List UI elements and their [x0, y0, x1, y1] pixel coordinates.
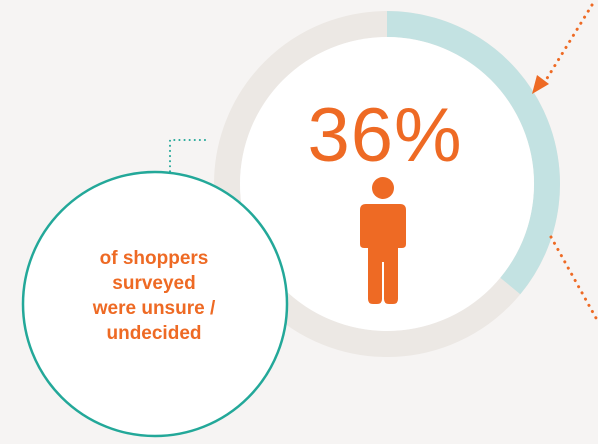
progress-ring-fill — [386, 11, 560, 295]
caption-line: undecided — [106, 323, 202, 344]
caption-line: surveyed — [112, 273, 196, 294]
stat-caption: of shoppers surveyed were unsure / undec… — [44, 246, 264, 346]
connector-arrow-top — [532, 3, 594, 94]
caption-bubble — [21, 170, 289, 438]
caption-line: were unsure / — [92, 298, 216, 319]
caption-line: of shoppers — [99, 248, 209, 269]
person-icon — [360, 177, 406, 304]
connector-line-bottom — [549, 235, 598, 320]
stat-percentage: 36% — [307, 93, 463, 178]
